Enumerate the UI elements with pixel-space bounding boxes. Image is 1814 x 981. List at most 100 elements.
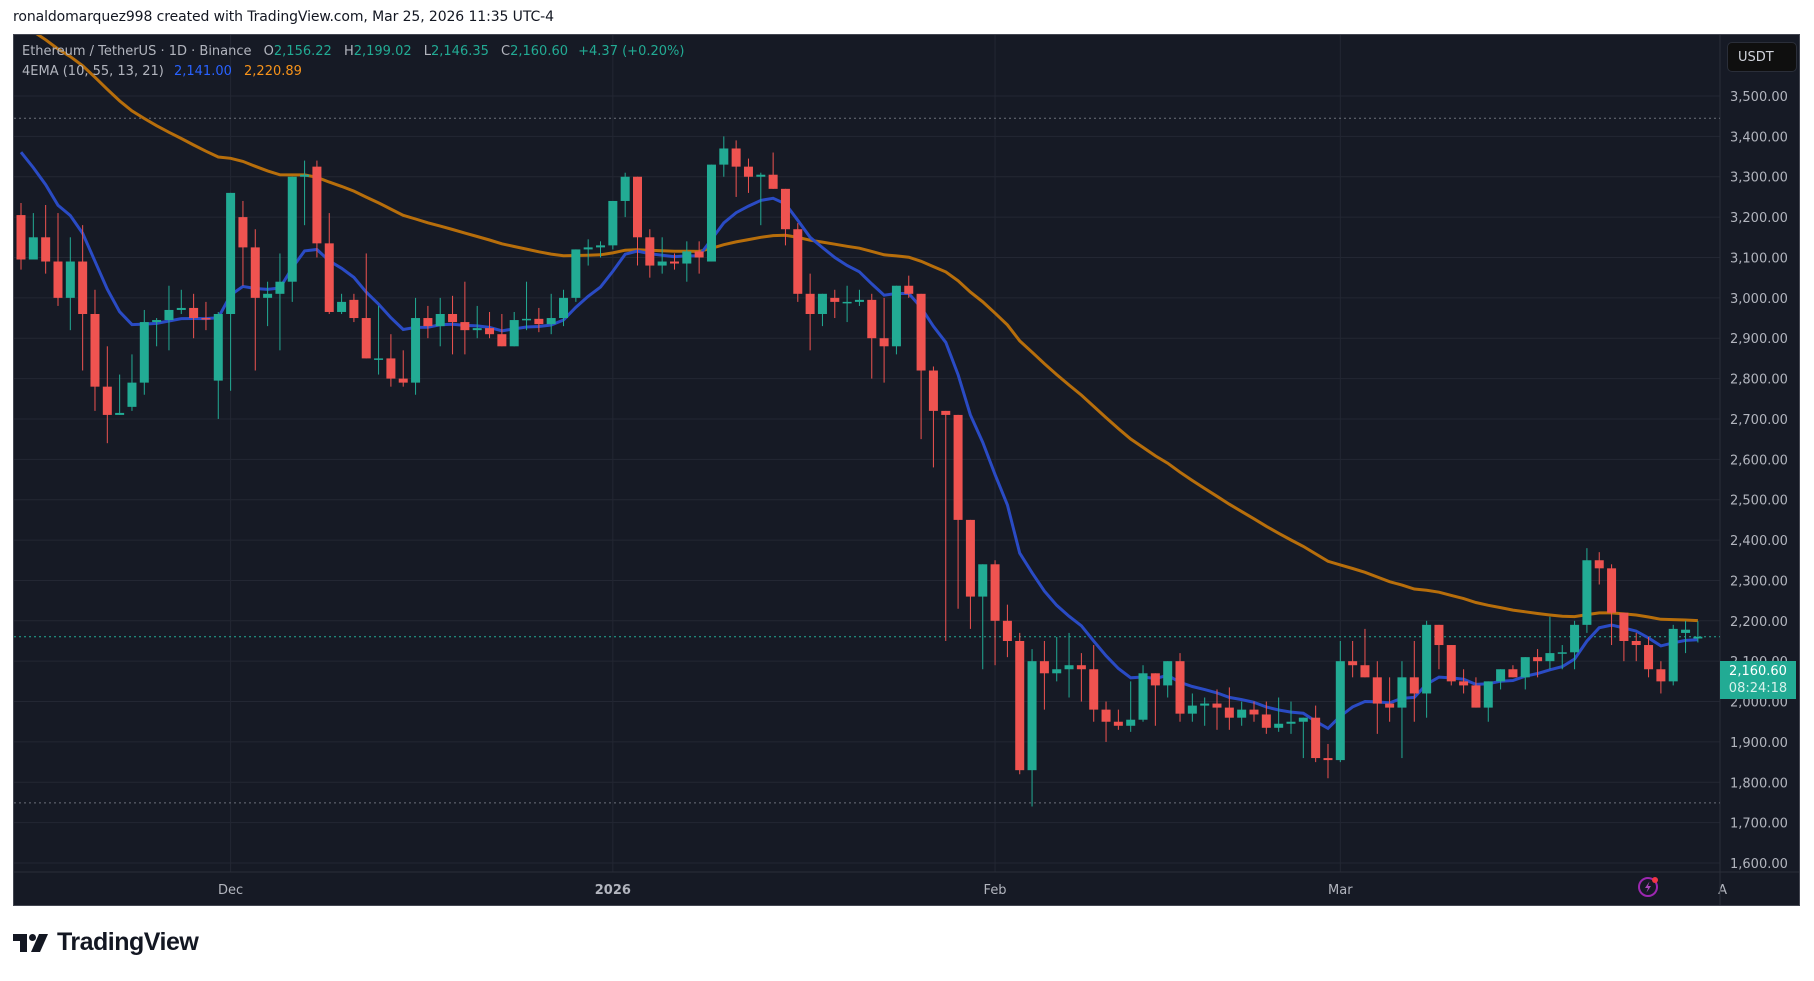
- candle-body: [916, 293, 926, 371]
- y-tick-label: 1,700.00: [1730, 817, 1788, 832]
- candle-body: [1520, 657, 1530, 678]
- chart-legend: Ethereum / TetherUS · 1D · Binance O2,15…: [22, 42, 684, 82]
- candle-body: [90, 313, 100, 387]
- indicator-name[interactable]: 4EMA (10, 55, 13, 21): [22, 64, 164, 79]
- candle-body: [435, 313, 445, 327]
- candle-body: [1224, 707, 1234, 718]
- candle-body: [682, 251, 692, 264]
- symbol-name[interactable]: Ethereum / TetherUS · 1D · Binance: [22, 44, 252, 59]
- candle-body: [1101, 709, 1111, 722]
- candle-body: [817, 293, 827, 314]
- lightning-icon[interactable]: [1637, 875, 1659, 897]
- candle-body: [522, 318, 532, 321]
- candle-body: [448, 313, 458, 323]
- currency-button[interactable]: USDT: [1727, 42, 1797, 72]
- candle-body: [1311, 717, 1321, 759]
- candle-body: [152, 320, 162, 323]
- candle-body: [657, 261, 667, 266]
- candle-body: [904, 285, 914, 294]
- low-label: L: [423, 44, 431, 59]
- candle-body: [176, 307, 186, 310]
- y-tick-label: 3,200.00: [1730, 211, 1788, 226]
- candle-body: [743, 166, 753, 177]
- candle-body: [1508, 669, 1518, 678]
- candle-body: [1681, 629, 1691, 633]
- candle-body: [1397, 677, 1407, 708]
- candle-body: [608, 200, 618, 246]
- candle-body: [1471, 685, 1481, 708]
- candle-body: [1483, 681, 1493, 708]
- candle-body: [645, 237, 655, 266]
- x-tick-label: A: [1718, 883, 1727, 898]
- high-label: H: [343, 44, 354, 59]
- candle-body: [669, 261, 679, 264]
- candle-body: [423, 318, 433, 327]
- candle-body: [1261, 714, 1271, 728]
- y-tick-label: 2,000.00: [1730, 696, 1788, 711]
- candle-body: [928, 370, 938, 411]
- candle-body: [633, 176, 642, 238]
- candle-body: [1298, 717, 1308, 722]
- candle-body: [842, 301, 852, 304]
- ema-fast-line: [19, 151, 1698, 731]
- candle-body: [226, 192, 236, 314]
- price-chart[interactable]: 1,600.00 1,700.00 1,800.00 1,900.00 2,000.00…: [14, 35, 1800, 906]
- candle-body: [398, 378, 408, 383]
- candle-body: [1668, 628, 1678, 682]
- y-tick-label: 3,100.00: [1730, 251, 1788, 266]
- candle-body: [349, 299, 359, 319]
- x-tick-label: 2026: [595, 883, 631, 898]
- x-tick-label: Feb: [984, 883, 1007, 898]
- y-tick-label: 2,900.00: [1730, 332, 1788, 347]
- indicator-legend-row[interactable]: 4EMA (10, 55, 13, 21) 2,141.00 2,220.89: [22, 62, 684, 82]
- candle-body: [1631, 640, 1641, 646]
- candle-body: [78, 261, 88, 314]
- candle-body: [1533, 657, 1543, 662]
- candle-body: [1619, 612, 1629, 641]
- candle-body: [596, 245, 606, 248]
- candle-body: [28, 237, 38, 260]
- candle-body: [1076, 665, 1086, 670]
- candle-body: [201, 318, 211, 320]
- tradingview-mark-icon: [13, 933, 48, 952]
- candle-body: [1274, 723, 1284, 728]
- candle-body: [1212, 703, 1222, 708]
- candle-body: [830, 297, 840, 302]
- y-tick-label: 2,700.00: [1730, 413, 1788, 428]
- logo-text: TradingView: [57, 928, 199, 956]
- candle-body: [1372, 677, 1382, 704]
- candle-body: [250, 247, 260, 298]
- candle-body: [411, 318, 421, 383]
- close-value: 2,160.60: [510, 44, 568, 59]
- candle-body: [534, 318, 544, 325]
- candle-body: [287, 176, 297, 282]
- candle-body: [1360, 665, 1370, 678]
- candle-body: [990, 564, 1000, 621]
- candle-body: [1163, 661, 1173, 686]
- y-tick-label: 2,200.00: [1730, 615, 1788, 630]
- candle-body: [1138, 673, 1148, 720]
- candle-body: [16, 215, 26, 260]
- candle-body: [793, 229, 803, 294]
- candle-body: [460, 322, 470, 331]
- symbol-legend-row[interactable]: Ethereum / TetherUS · 1D · Binance O2,15…: [22, 42, 684, 62]
- candle-body: [1496, 669, 1506, 682]
- candle-body: [164, 309, 174, 321]
- candle-body: [891, 285, 901, 347]
- candle-body: [324, 243, 334, 312]
- ema-slow-value: 2,220.89: [244, 64, 302, 79]
- chart-panel[interactable]: 1,600.00 1,700.00 1,800.00 1,900.00 2,000.00…: [13, 34, 1800, 906]
- tradingview-logo[interactable]: TradingView: [13, 928, 199, 957]
- last-price-tag: 2,160.60 08:24:18: [1720, 661, 1796, 699]
- candle-body: [312, 166, 322, 244]
- candle-body: [65, 261, 75, 298]
- candle-body: [706, 164, 716, 262]
- low-value: 2,146.35: [431, 44, 489, 59]
- change-value: +4.37 (+0.20%): [578, 44, 685, 59]
- candle-body: [1693, 636, 1703, 639]
- candle-body: [1459, 681, 1469, 686]
- candle-body: [1656, 669, 1666, 682]
- candle-body: [485, 328, 495, 335]
- candle-body: [1015, 640, 1025, 771]
- close-label: C: [501, 44, 511, 59]
